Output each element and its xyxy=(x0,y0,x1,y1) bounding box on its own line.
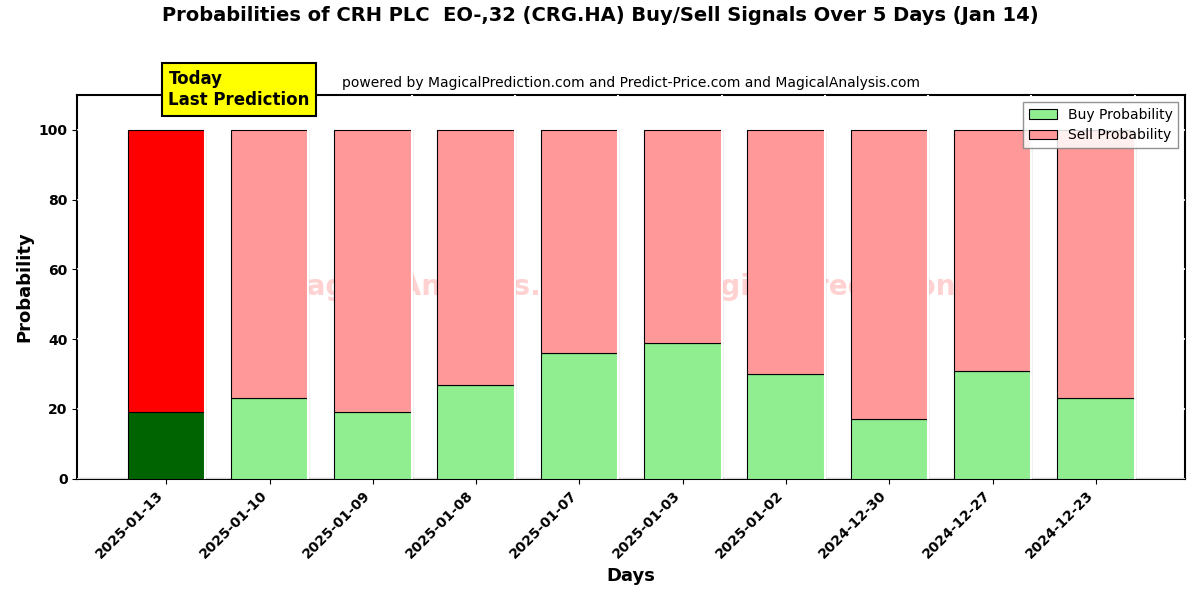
Bar xyxy=(127,412,205,479)
Bar xyxy=(230,130,308,398)
Text: MagicalAnalysis.com: MagicalAnalysis.com xyxy=(280,273,606,301)
Bar xyxy=(954,371,1031,479)
Bar xyxy=(748,130,824,374)
Bar xyxy=(644,343,721,479)
Text: Today
Last Prediction: Today Last Prediction xyxy=(168,70,310,109)
Title: powered by MagicalPrediction.com and Predict-Price.com and MagicalAnalysis.com: powered by MagicalPrediction.com and Pre… xyxy=(342,76,920,89)
X-axis label: Days: Days xyxy=(607,567,655,585)
Bar xyxy=(851,130,928,419)
Bar xyxy=(1057,130,1135,398)
Bar xyxy=(438,130,515,385)
Y-axis label: Probability: Probability xyxy=(14,232,32,342)
Legend: Buy Probability, Sell Probability: Buy Probability, Sell Probability xyxy=(1024,102,1178,148)
Bar xyxy=(541,130,618,353)
Bar xyxy=(954,130,1031,371)
Bar xyxy=(1057,398,1135,479)
Bar xyxy=(334,130,412,412)
Bar xyxy=(541,353,618,479)
Text: MagicalPrediction.com: MagicalPrediction.com xyxy=(674,273,1031,301)
Bar xyxy=(230,398,308,479)
Text: Probabilities of CRH PLC  EO-,32 (CRG.HA) Buy/Sell Signals Over 5 Days (Jan 14): Probabilities of CRH PLC EO-,32 (CRG.HA)… xyxy=(162,6,1038,25)
Bar xyxy=(127,130,205,412)
Bar xyxy=(644,130,721,343)
Bar xyxy=(438,385,515,479)
Bar xyxy=(334,412,412,479)
Bar xyxy=(748,374,824,479)
Bar xyxy=(851,419,928,479)
